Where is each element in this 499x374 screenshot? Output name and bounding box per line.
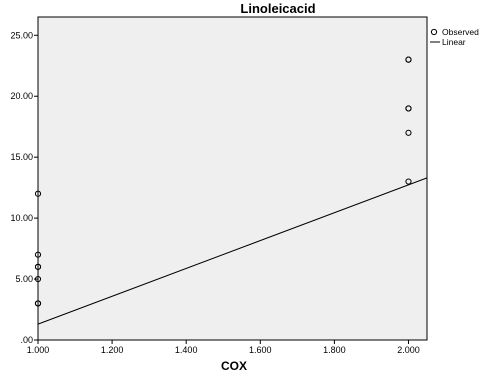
linear-fit-line <box>37 177 428 325</box>
observed-point <box>34 263 42 270</box>
observed-point <box>34 300 42 307</box>
y-tick-label: 20.00 <box>10 91 33 101</box>
x-tick-label: 1.600 <box>249 345 272 355</box>
observed-point <box>405 178 412 185</box>
y-tick-label: 5.00 <box>15 274 33 284</box>
observed-point <box>405 56 412 63</box>
legend: Observed Linear <box>430 27 479 47</box>
x-tick-label: 1.200 <box>101 345 124 355</box>
x-tick-label: 2.000 <box>397 345 420 355</box>
observed-point <box>34 251 42 258</box>
observed-point <box>405 129 412 136</box>
x-tick-label: 1.800 <box>323 345 346 355</box>
y-tick-label: 15.00 <box>10 152 33 162</box>
observed-point <box>34 275 42 283</box>
x-tick-label: 1.000 <box>27 345 50 355</box>
y-tick-label: 25.00 <box>10 30 33 40</box>
observed-point <box>405 105 412 112</box>
legend-observed-label: Observed <box>442 27 479 37</box>
x-tick-label: 1.400 <box>175 345 198 355</box>
linear-fit-series <box>37 177 428 325</box>
legend-linear-label: Linear <box>442 37 466 47</box>
x-axis-label: COX <box>221 359 247 373</box>
y-tick-label: 10.00 <box>10 213 33 223</box>
y-tick-label: .00 <box>20 335 33 345</box>
chart-title: Linoleicacid <box>240 1 315 16</box>
legend-observed-marker <box>430 28 438 36</box>
plot-area <box>37 16 428 341</box>
observed-series <box>34 56 412 307</box>
y-axis: .00 5.00 10.00 15.00 20.00 25.00 <box>10 30 38 345</box>
observed-point <box>34 190 42 197</box>
x-axis: 1.000 1.200 1.400 1.600 1.800 2.000 <box>27 340 420 355</box>
